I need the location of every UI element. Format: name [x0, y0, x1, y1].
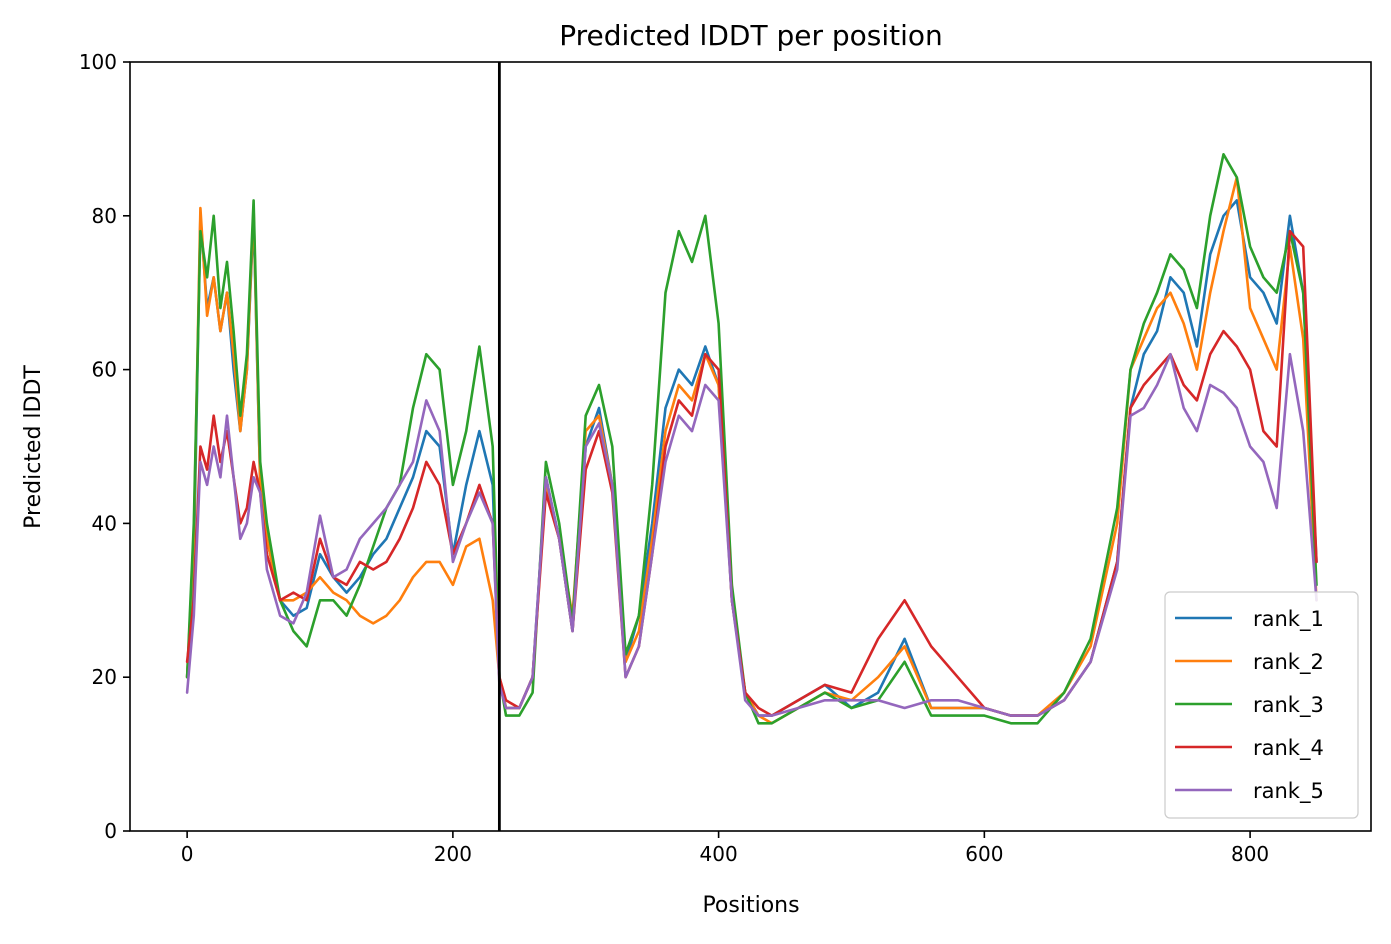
y-tick-label: 80 [92, 204, 117, 228]
series-line-rank-3 [185, 153, 1318, 725]
y-tick-label: 40 [92, 511, 117, 535]
legend-label-rank-2: rank_2 [1253, 650, 1324, 675]
x-tick-label: 600 [965, 842, 1003, 866]
x-axis-label: Positions [702, 893, 799, 918]
y-tick-label: 100 [79, 50, 117, 74]
y-tick-label: 20 [92, 665, 117, 689]
series-line-rank-2 [185, 176, 1318, 725]
x-tick-label: 0 [181, 842, 194, 866]
plot-area [185, 62, 1318, 831]
legend-label-rank-5: rank_5 [1253, 779, 1324, 804]
y-tick-label: 0 [104, 819, 117, 843]
legend-label-rank-3: rank_3 [1253, 693, 1324, 718]
legend: rank_1 rank_2 rank_3 rank_4 rank_5 [1164, 591, 1359, 819]
legend-label-rank-1: rank_1 [1253, 607, 1324, 632]
chart-title: Predicted lDDT per position [559, 19, 943, 52]
x-tick-label: 400 [700, 842, 738, 866]
legend-box [1164, 591, 1359, 819]
y-axis-ticks: 0 20 40 60 80 100 [79, 50, 130, 843]
legend-label-rank-4: rank_4 [1253, 736, 1324, 761]
x-axis-ticks: 0 200 400 600 800 [181, 831, 1269, 866]
plot-frame [129, 61, 1372, 832]
series-line-rank-1 [185, 199, 1318, 717]
y-axis-label: Predicted lDDT [21, 365, 46, 529]
y-tick-label: 60 [92, 358, 117, 382]
series-line-rank-4 [185, 229, 1318, 717]
series-line-rank-5 [185, 352, 1318, 717]
x-tick-label: 800 [1231, 842, 1269, 866]
x-tick-label: 200 [434, 842, 472, 866]
